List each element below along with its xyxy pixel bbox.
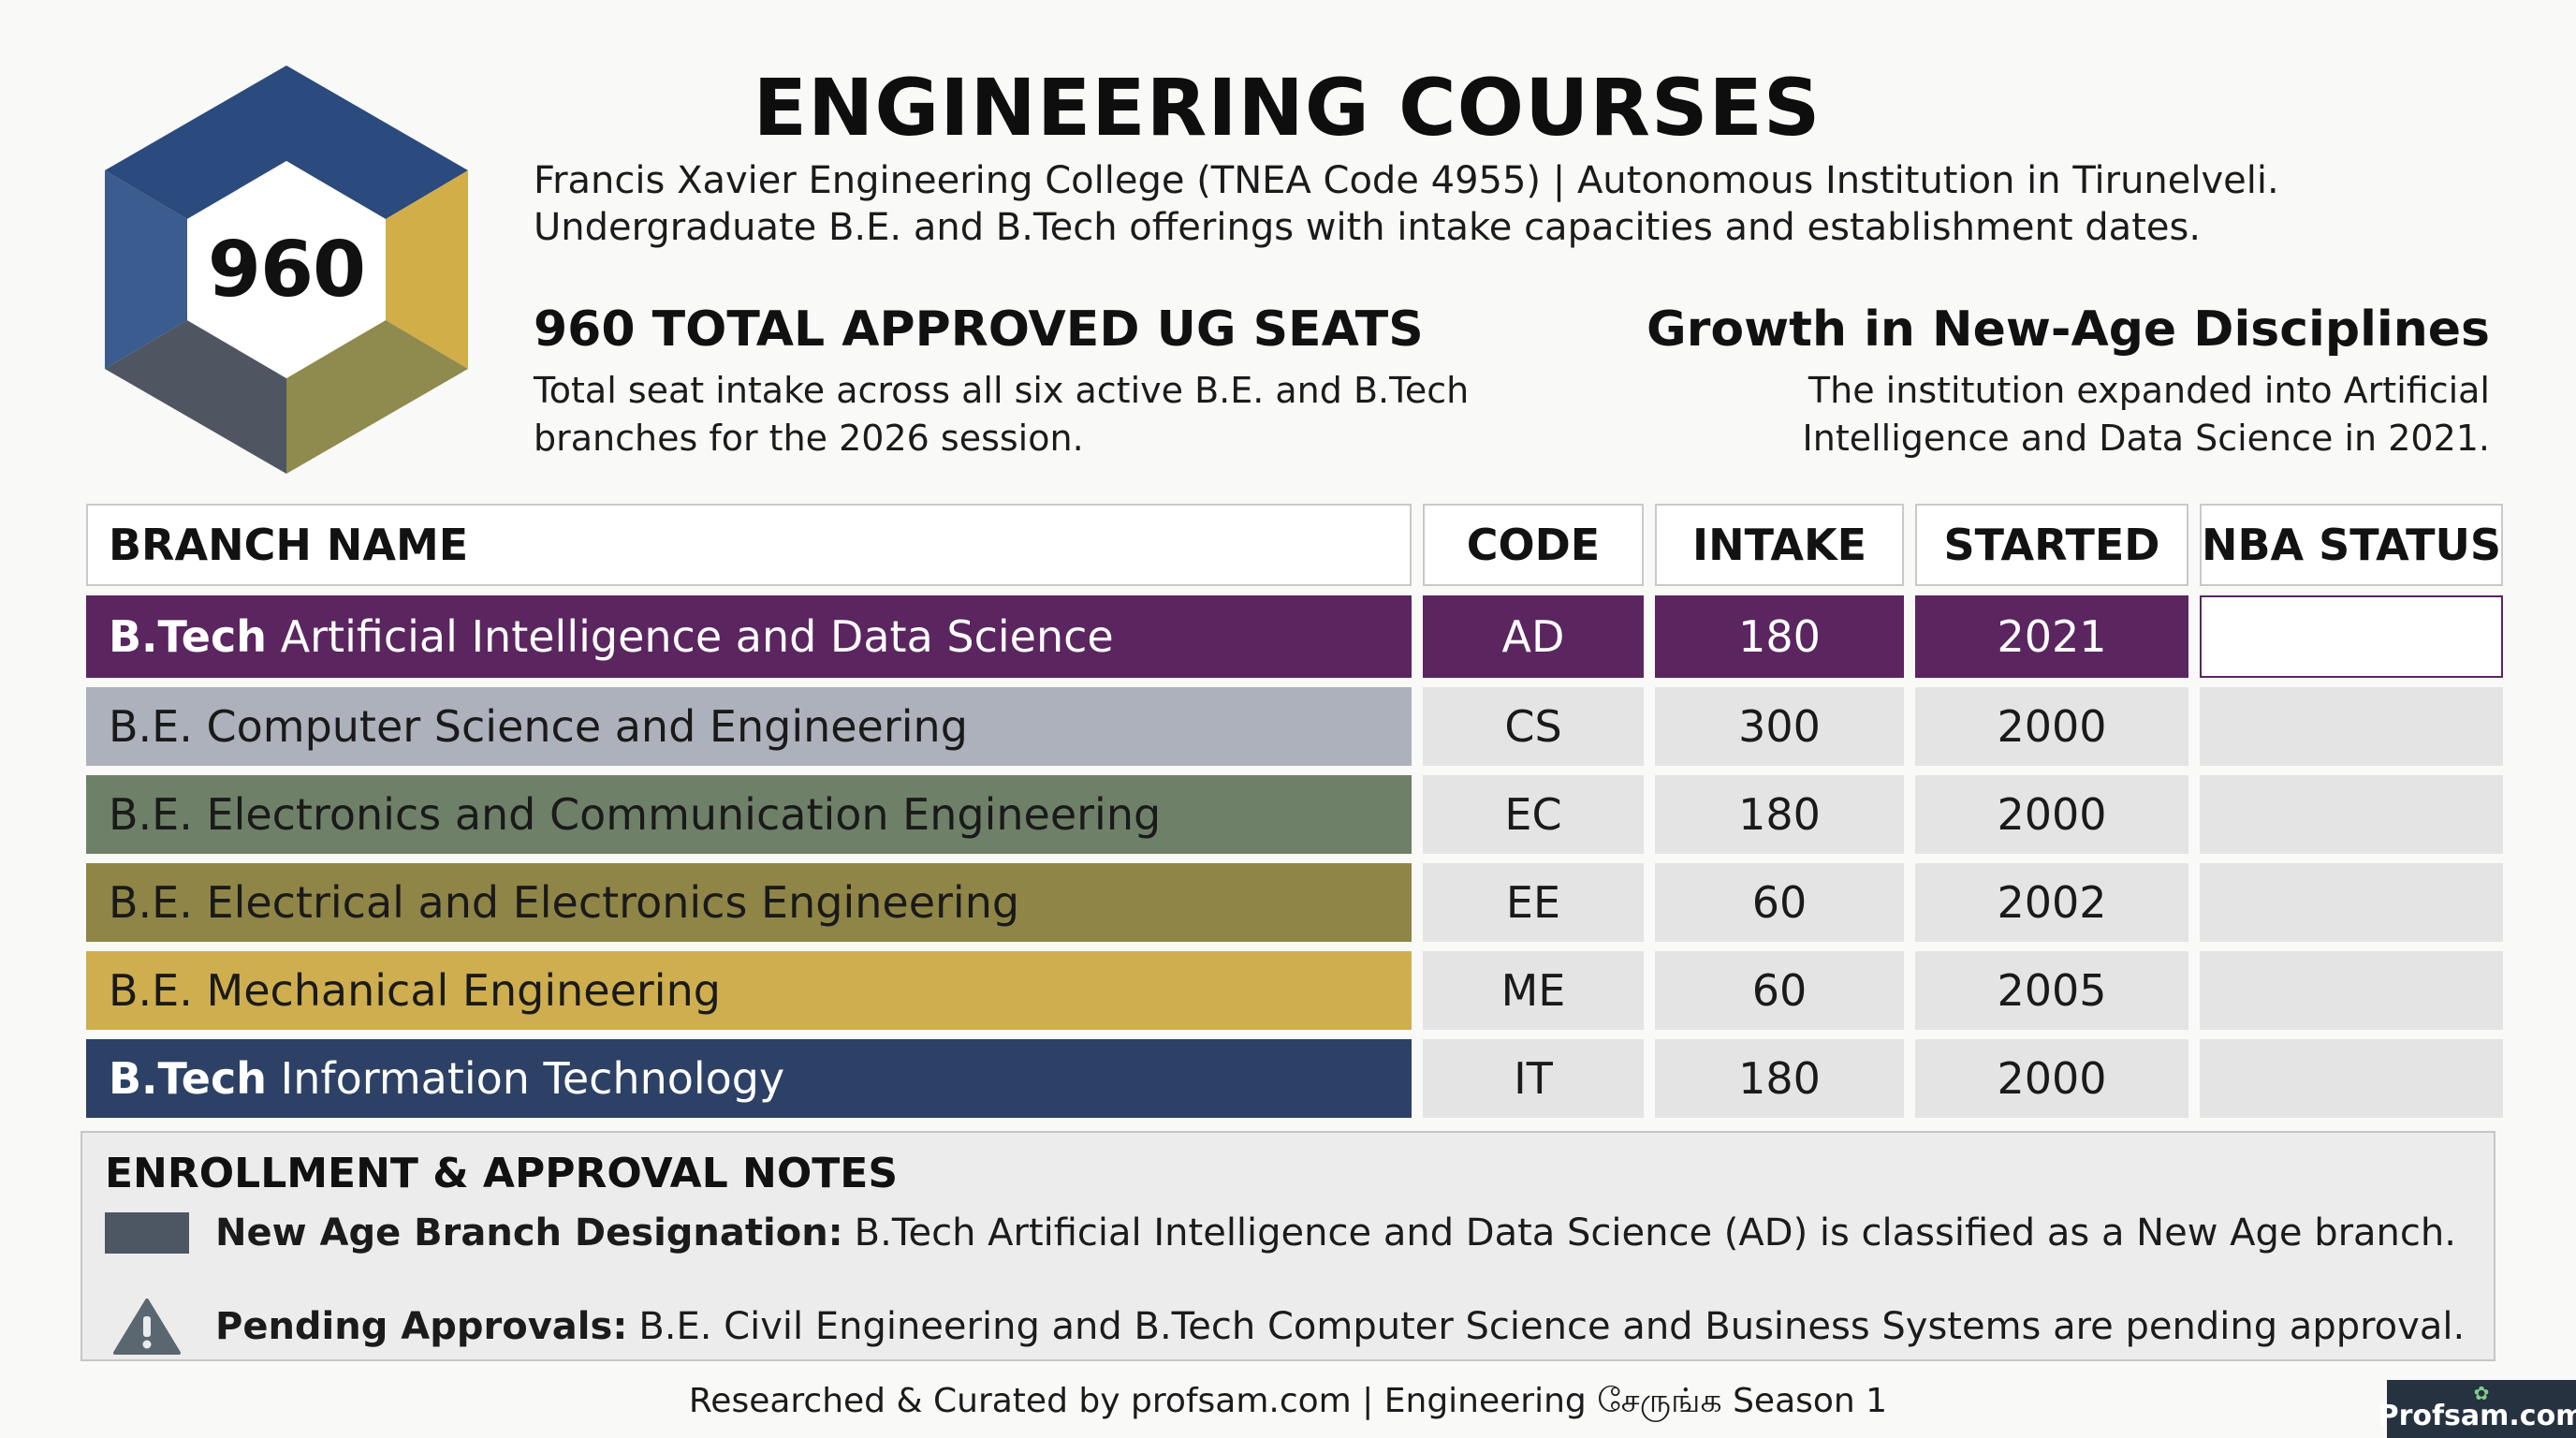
header-code: CODE (1423, 504, 1644, 586)
intake-cell: 60 (1655, 951, 1904, 1030)
code-cell: CS (1423, 687, 1644, 766)
notes-title: ENROLLMENT & APPROVAL NOTES (105, 1150, 899, 1197)
stat-growth-heading: Growth in New-Age Disciplines (1647, 301, 2490, 358)
note-label: Pending Approvals: (215, 1305, 628, 1348)
started-cell: 2000 (1915, 687, 2188, 766)
table-row: B.E. Electrical and Electronics Engineer… (86, 863, 2503, 942)
note-label: New Age Branch Designation: (215, 1211, 843, 1255)
intake-cell: 300 (1655, 687, 1904, 766)
stat-growth-text: The institution expanded into Artificial… (1507, 367, 2490, 462)
courses-table: BRANCH NAME CODE INTAKE STARTED NBA STAT… (75, 494, 2514, 1127)
header-intake: INTAKE (1655, 504, 1904, 586)
branch-name-cell: B.E. Mechanical Engineering (86, 951, 1412, 1030)
code-cell: EE (1423, 863, 1644, 942)
table-row: B.E. Computer Science and Engineering CS… (86, 687, 2503, 766)
note-pending: Pending Approvals: B.E. Civil Engineerin… (105, 1296, 2465, 1357)
nba-status-cell (2200, 775, 2503, 854)
footer-credit: Researched & Curated by profsam.com | En… (688, 1382, 1888, 1420)
branch-degree: B.E. (109, 789, 193, 840)
nba-status-cell (2200, 863, 2503, 942)
branch-name: Mechanical Engineering (206, 965, 721, 1016)
branch-name-cell: B.E. Electronics and Communication Engin… (86, 775, 1412, 854)
nba-status-cell (2200, 951, 2503, 1030)
started-cell: 2000 (1915, 1039, 2188, 1118)
stat-total-seats-line-2: branches for the 2026 session. (534, 418, 1084, 459)
branch-degree: B.E. (109, 701, 193, 752)
stat-growth-line-2: Intelligence and Data Science in 2021. (1802, 418, 2490, 459)
note-new-age: New Age Branch Designation: B.Tech Artif… (105, 1211, 2456, 1255)
table-header-row: BRANCH NAME CODE INTAKE STARTED NBA STAT… (86, 504, 2503, 586)
started-cell: 2002 (1915, 863, 2188, 942)
intake-cell: 60 (1655, 863, 1904, 942)
code-cell: ME (1423, 951, 1644, 1030)
subtitle-line-1: Francis Xavier Engineering College (TNEA… (534, 159, 2279, 202)
hexagon-logo-icon (105, 66, 468, 474)
started-cell: 2021 (1915, 595, 2188, 678)
branch-name-cell: B.Tech Artificial Intelligence and Data … (86, 595, 1412, 678)
branch-name-cell: B.E. Computer Science and Engineering (86, 687, 1412, 766)
branch-name-cell: B.Tech Information Technology (86, 1039, 1412, 1118)
stat-total-seats-text: Total seat intake across all six active … (534, 367, 1516, 462)
subtitle: Francis Xavier Engineering College (TNEA… (534, 157, 2499, 251)
stat-total-seats: 960 TOTAL APPROVED UG SEATS Total seat i… (534, 301, 1516, 462)
branch-name: Computer Science and Engineering (206, 701, 968, 752)
code-cell: EC (1423, 775, 1644, 854)
watermark-badge[interactable]: ✿ Profsam.com (2378, 1380, 2576, 1438)
header-started: STARTED (1915, 504, 2188, 586)
table-row: B.E. Mechanical Engineering ME 60 2005 (86, 951, 2503, 1030)
code-cell: AD (1423, 595, 1644, 678)
nba-status-cell (2200, 595, 2503, 678)
branch-name-cell: B.E. Electrical and Electronics Engineer… (86, 863, 1412, 942)
branch-degree: B.Tech (109, 1053, 268, 1104)
branch-degree: B.Tech (109, 611, 268, 662)
branch-name: Artificial Intelligence and Data Science (280, 611, 1114, 662)
stat-growth-line-1: The institution expanded into Artificial (1808, 370, 2490, 411)
intake-cell: 180 (1655, 1039, 1904, 1118)
leaf-icon: ✿ (2473, 1382, 2490, 1404)
logo-hexagon: 960 (105, 66, 468, 474)
subtitle-line-2: Undergraduate B.E. and B.Tech offerings … (534, 206, 2202, 249)
code-cell: IT (1423, 1039, 1644, 1118)
branch-name: Electrical and Electronics Engineering (206, 877, 1020, 928)
branch-name: Electronics and Communication Engineerin… (206, 789, 1162, 840)
logo-number: 960 (207, 225, 366, 315)
warning-icon (105, 1296, 189, 1357)
swatch-icon (105, 1212, 189, 1254)
intake-cell: 180 (1655, 595, 1904, 678)
nba-status-cell (2200, 687, 2503, 766)
header-branch-name: BRANCH NAME (86, 504, 1412, 586)
table-row: B.Tech Information Technology IT 180 200… (86, 1039, 2503, 1118)
stat-total-seats-heading: 960 TOTAL APPROVED UG SEATS (534, 301, 1424, 358)
branch-name: Information Technology (280, 1053, 785, 1104)
intake-cell: 180 (1655, 775, 1904, 854)
note-text: B.E. Civil Engineering and B.Tech Comput… (638, 1305, 2466, 1348)
badge-label: Profsam.com (2378, 1400, 2576, 1432)
branch-degree: B.E. (109, 965, 193, 1016)
page-title: ENGINEERING COURSES (753, 62, 1822, 154)
notes-panel: ENROLLMENT & APPROVAL NOTES New Age Bran… (80, 1131, 2496, 1361)
table-row: B.E. Electronics and Communication Engin… (86, 775, 2503, 854)
header-nba-status: NBA STATUS (2200, 504, 2503, 586)
started-cell: 2000 (1915, 775, 2188, 854)
note-text: B.Tech Artificial Intelligence and Data … (854, 1211, 2456, 1255)
stat-growth: Growth in New-Age Disciplines The instit… (1507, 301, 2490, 462)
table-row: B.Tech Artificial Intelligence and Data … (86, 595, 2503, 678)
started-cell: 2005 (1915, 951, 2188, 1030)
nba-status-cell (2200, 1039, 2503, 1118)
branch-degree: B.E. (109, 877, 193, 928)
stat-total-seats-line-1: Total seat intake across all six active … (534, 370, 1470, 411)
